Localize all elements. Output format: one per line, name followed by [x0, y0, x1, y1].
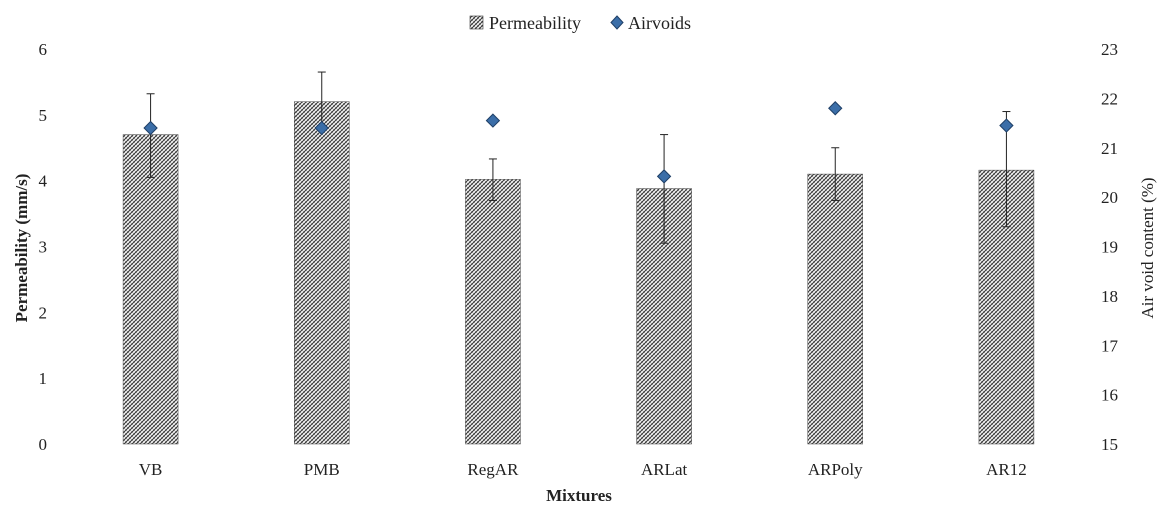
y-right-tick-label: 17	[1101, 336, 1119, 355]
y-axis-title: Permeability (mm/s)	[12, 174, 31, 323]
x-axis-title: Mixtures	[546, 486, 612, 505]
y-axis-ticks: 0 1 2 3 4 5 6	[39, 40, 48, 454]
x-tick-label: ARPoly	[808, 460, 863, 479]
y-tick-label: 5	[39, 106, 48, 125]
y-tick-label: 6	[39, 40, 48, 59]
bars	[122, 101, 1035, 445]
legend-permeability-label: Permeability	[489, 13, 581, 33]
x-tick-label: RegAR	[467, 460, 519, 479]
y-right-tick-label: 23	[1101, 40, 1118, 59]
y-right-tick-label: 21	[1101, 139, 1118, 158]
x-tick-label: AR12	[986, 460, 1027, 479]
legend: Permeability Airvoids	[469, 13, 691, 33]
error-bars	[146, 71, 1011, 244]
y-right-tick-label: 20	[1101, 188, 1118, 207]
y-axis-right-ticks: 15 16 17 18 19 20 21 22 23	[1101, 40, 1119, 454]
y-right-tick-label: 16	[1101, 386, 1118, 405]
y-tick-label: 1	[39, 369, 48, 388]
airvoid-marker-ar12	[999, 118, 1014, 133]
airvoid-marker-vb	[143, 120, 158, 136]
legend-permeability-swatch	[469, 15, 484, 30]
y-axis-right-title: Air void content (%)	[1138, 177, 1157, 318]
airvoid-marker-arpoly	[828, 101, 843, 116]
bar-arpoly	[807, 173, 863, 445]
airvoid-markers	[143, 101, 1014, 184]
airvoid-marker-regar	[485, 113, 501, 128]
y-tick-label: 0	[39, 435, 48, 454]
airvoid-marker-arlat	[656, 169, 672, 184]
airvoid-marker-pmb	[314, 120, 329, 136]
legend-airvoids-marker	[610, 15, 624, 30]
x-tick-label: VB	[139, 460, 163, 479]
y-right-tick-label: 19	[1101, 238, 1118, 257]
y-tick-label: 3	[39, 238, 48, 257]
legend-airvoids-label: Airvoids	[628, 13, 691, 33]
y-right-tick-label: 22	[1101, 89, 1118, 108]
y-tick-label: 2	[39, 303, 48, 322]
y-tick-label: 4	[39, 172, 48, 191]
y-right-tick-label: 18	[1101, 287, 1118, 306]
x-tick-label: ARLat	[641, 460, 688, 479]
bar-vb	[122, 134, 179, 445]
y-right-tick-label: 15	[1101, 435, 1118, 454]
bar-regar	[465, 179, 521, 445]
x-tick-label: PMB	[304, 460, 340, 479]
x-axis-ticks: VB PMB RegAR ARLat ARPoly AR12	[139, 460, 1027, 479]
bar-pmb	[294, 101, 350, 445]
